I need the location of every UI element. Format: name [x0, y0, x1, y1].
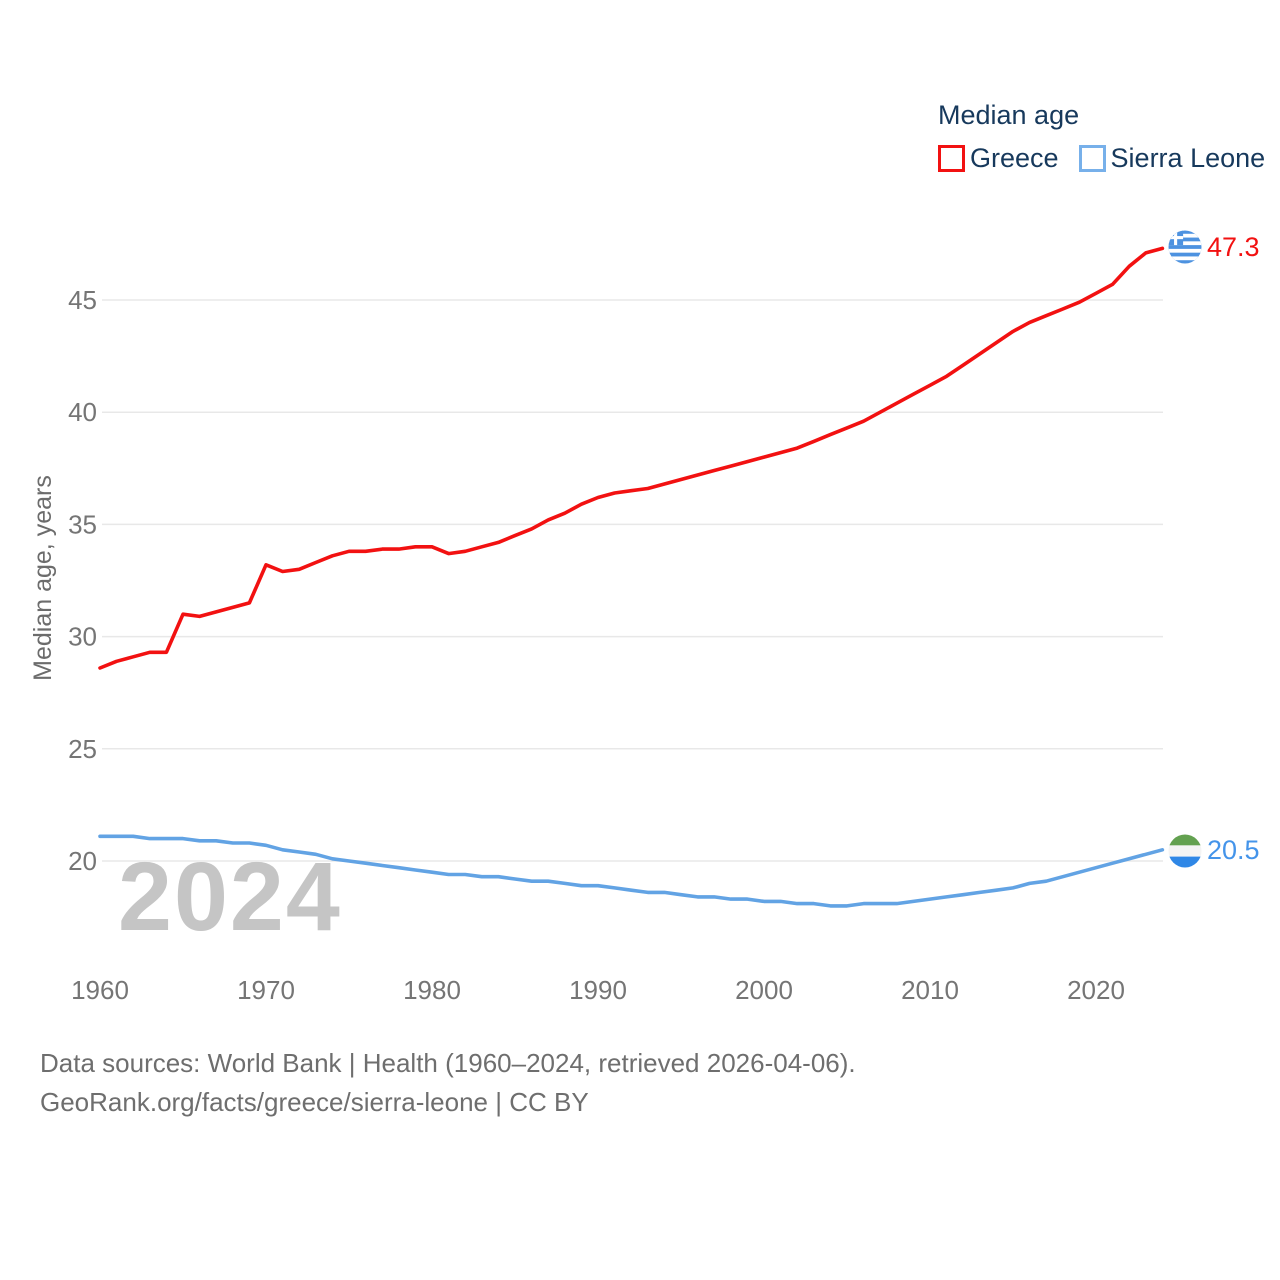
x-tick-1960: 1960 [71, 975, 129, 1005]
legend-item-greece[interactable]: Greece [938, 143, 1059, 173]
y-tick-40: 40 [68, 397, 97, 427]
legend: Median age Greece Sierra Leone [938, 100, 1265, 173]
sierra-leone-flag-icon [1168, 834, 1202, 868]
watermark-year: 2024 [118, 842, 342, 951]
x-tick-1990: 1990 [569, 975, 627, 1005]
legend-row: Greece Sierra Leone [938, 143, 1265, 173]
y-tick-30: 30 [68, 622, 97, 652]
x-tick-2000: 2000 [735, 975, 793, 1005]
y-tick-35: 35 [68, 509, 97, 539]
greece-swatch-icon [938, 144, 965, 172]
footer-attribution-line: GeoRank.org/facts/greece/sierra-leone | … [40, 1087, 589, 1117]
legend-item-sierra-leone[interactable]: Sierra Leone [1078, 143, 1266, 173]
footer: Data sources: World Bank | Health (1960–… [40, 1044, 856, 1122]
legend-label-sierra-leone: Sierra Leone [1110, 143, 1266, 173]
sierra-leone-swatch-icon [1078, 144, 1106, 172]
y-tick-25: 25 [68, 734, 97, 764]
greece-line[interactable] [98, 246, 1165, 670]
y-tick-20: 20 [68, 846, 97, 876]
x-tick-2020: 2020 [1067, 975, 1125, 1005]
sierra-leone-line[interactable] [98, 834, 1165, 908]
x-tick-1970: 1970 [237, 975, 295, 1005]
greece-end-value: 47.3 [1207, 232, 1260, 262]
greece-flag-icon [1168, 230, 1202, 264]
chart-title: Median age [938, 100, 1080, 130]
x-tick-1980: 1980 [403, 975, 461, 1005]
footer-sources-line: Data sources: World Bank | Health (1960–… [40, 1048, 856, 1078]
x-tick-2010: 2010 [901, 975, 959, 1005]
y-tick-45: 45 [68, 285, 97, 315]
sierra-leone-end-value: 20.5 [1207, 835, 1260, 865]
legend-label-greece: Greece [970, 143, 1059, 173]
y-axis-title: Median age, years [29, 475, 57, 681]
